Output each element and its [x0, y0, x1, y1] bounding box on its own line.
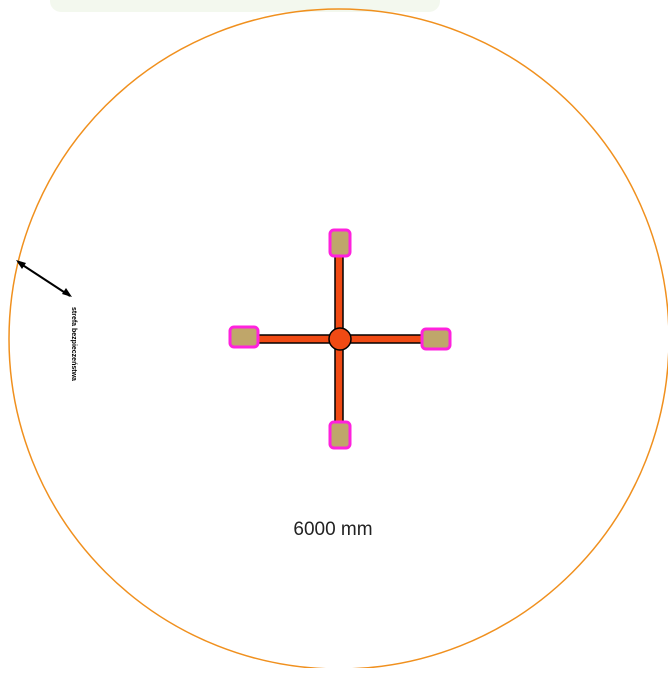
- arrow: [16, 260, 72, 297]
- dimension-label: 6000 mm: [293, 519, 372, 540]
- zone-label: strefa bezpieczeństwa: [70, 307, 77, 381]
- carousel: [228, 228, 452, 450]
- top-bar: [50, 0, 440, 12]
